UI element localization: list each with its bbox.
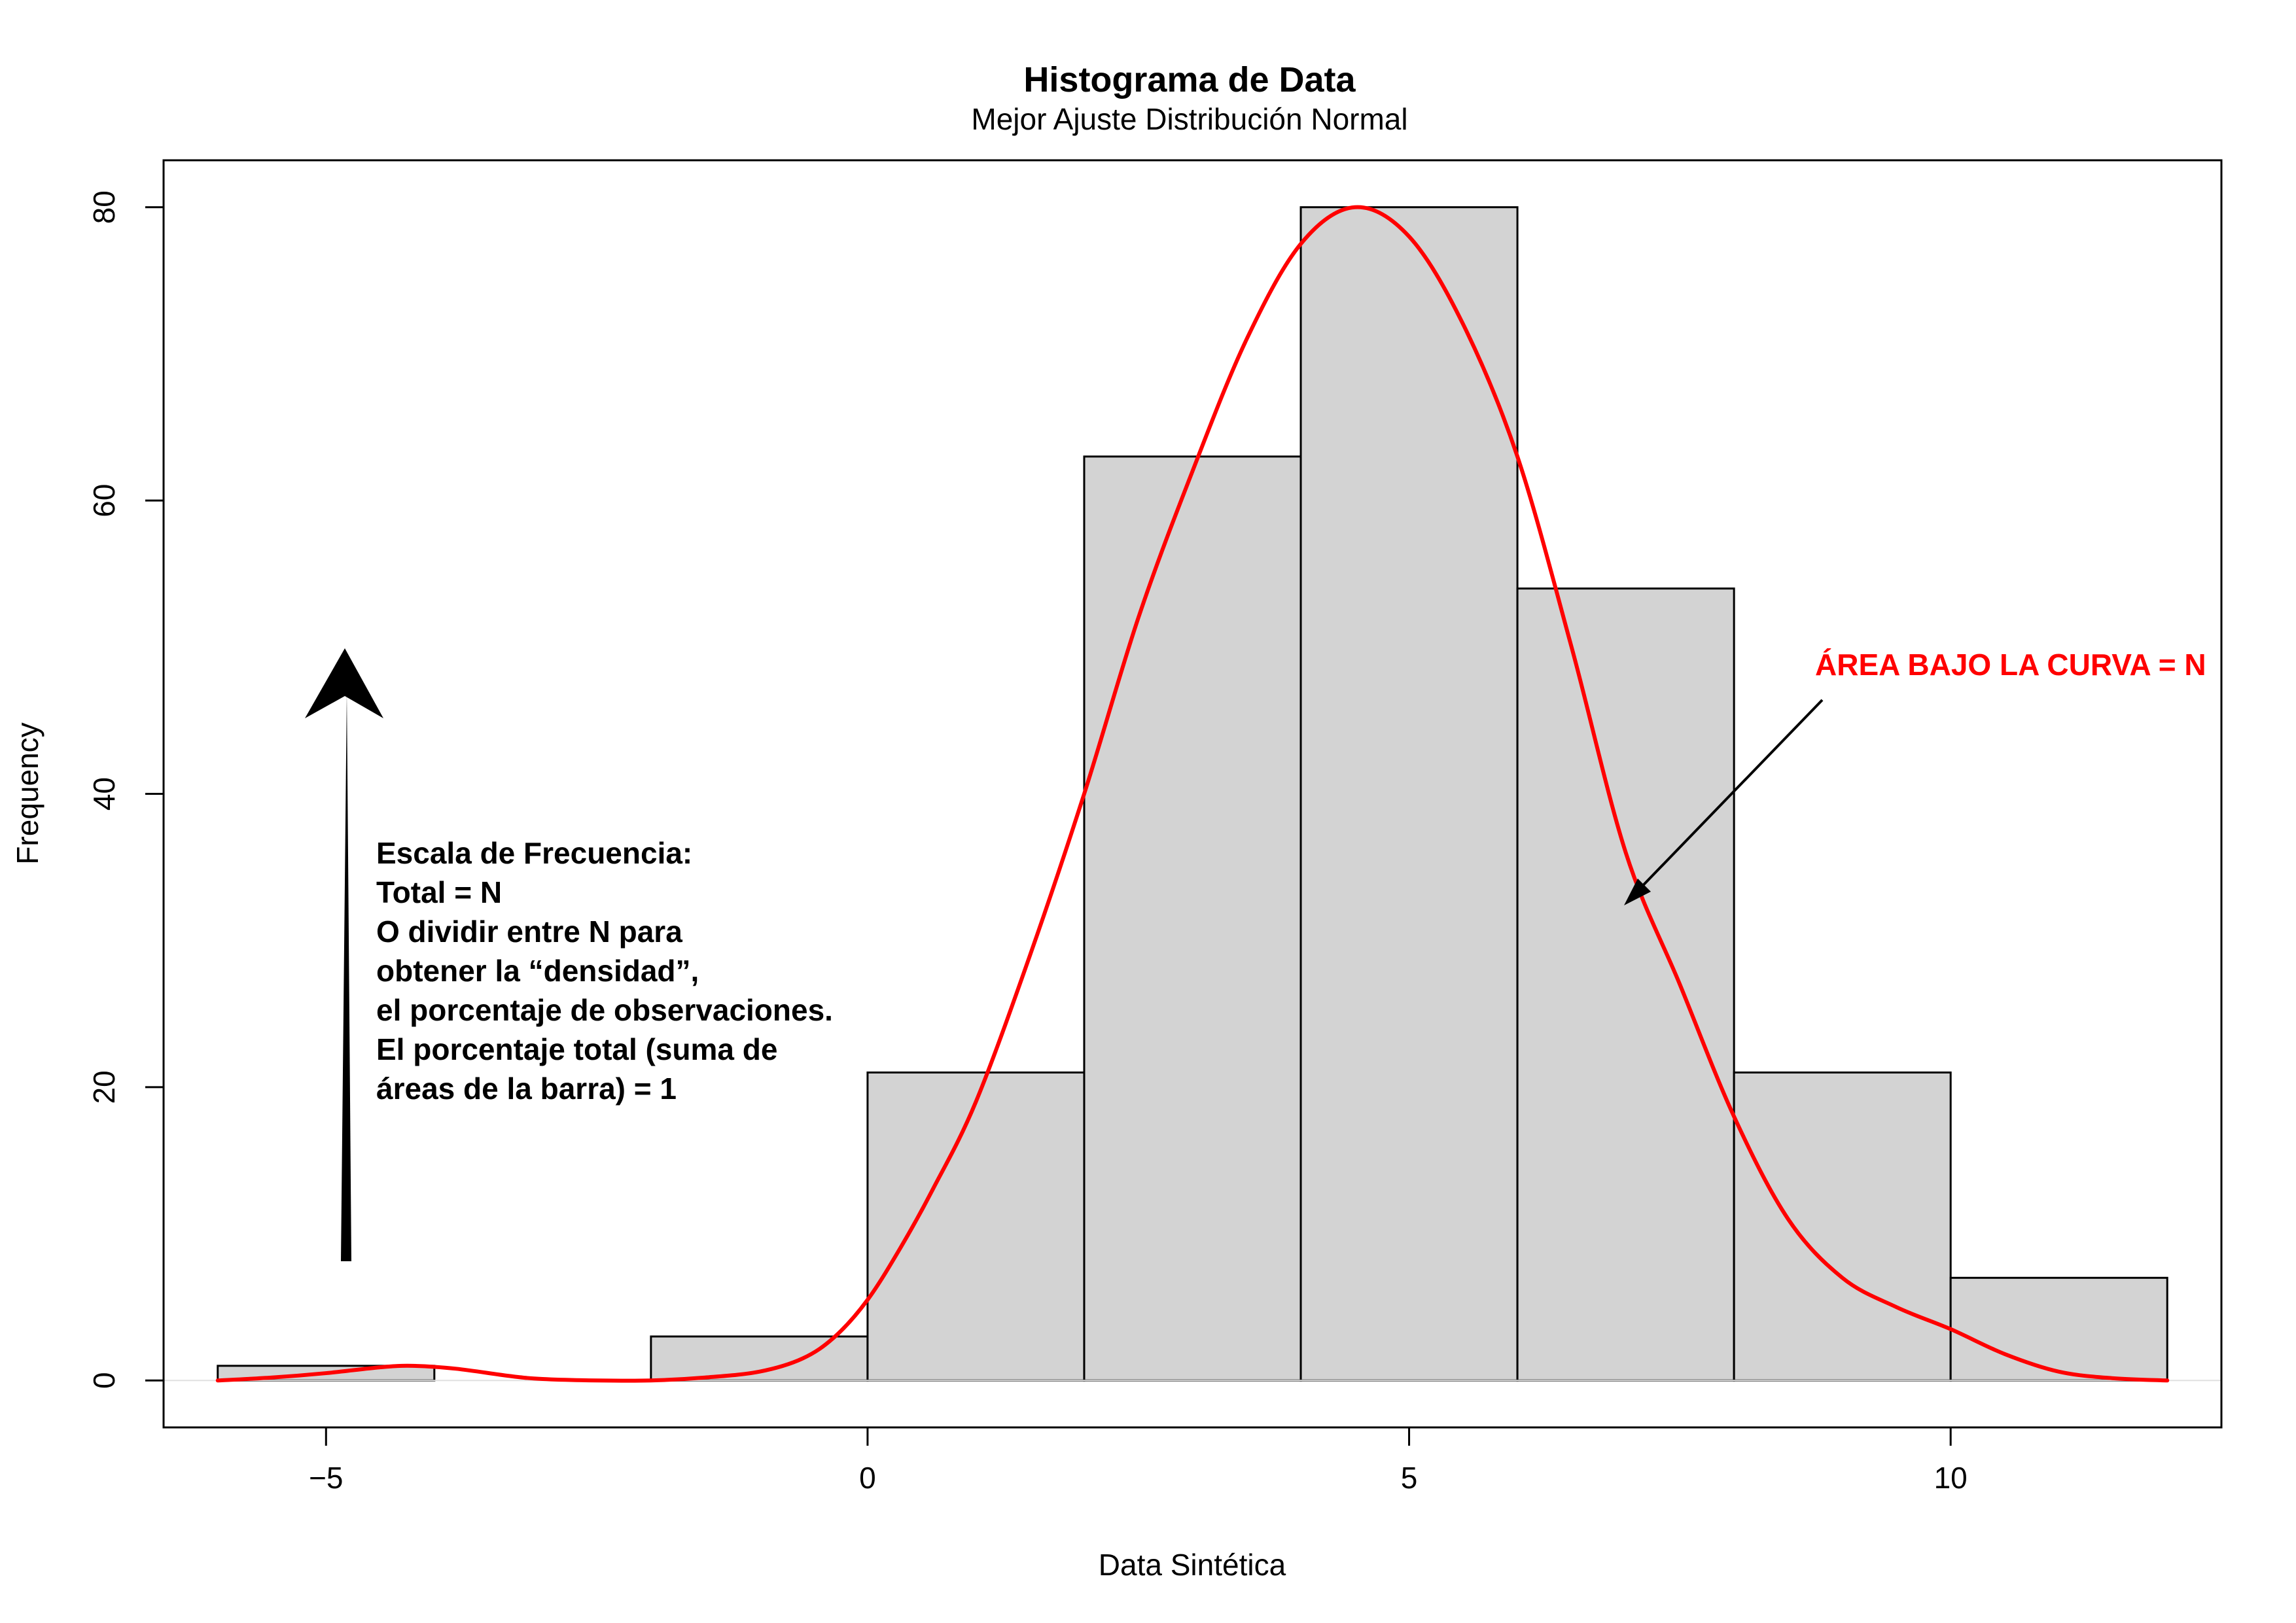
frequency-note-line-2: O dividir entre N para — [376, 915, 682, 949]
histogram-bar-7 — [1733, 1071, 1952, 1382]
density-curve — [215, 205, 2170, 1383]
curve-group — [215, 205, 2170, 1383]
y-axis: 0 20 40 60 80 — [87, 190, 164, 1389]
frequency-scale-note: Escala de Frecuencia: Total = N O dividir … — [376, 836, 833, 1106]
arrow-up-icon — [305, 648, 383, 1261]
x-tick-label-2: 5 — [1401, 1461, 1418, 1495]
bar-group — [217, 206, 2168, 1382]
histogram-bar-8 — [1949, 1276, 2168, 1382]
y-tick-label-3: 60 — [87, 484, 121, 517]
x-tick-label-0: −5 — [309, 1461, 343, 1495]
y-tick-label-2: 40 — [87, 777, 121, 811]
y-tick-label-0: 0 — [87, 1372, 121, 1389]
chart-title: Histograma de Data — [1023, 60, 1356, 99]
histogram-bar-2 — [650, 1335, 869, 1382]
area-under-curve-note: ÁREA BAJO LA CURVA = N — [1815, 648, 2206, 682]
x-axis-label: Data Sintética — [1099, 1548, 1286, 1582]
histogram-bar-3 — [866, 1071, 1086, 1382]
histogram-bar-4 — [1083, 455, 1302, 1382]
frequency-note-line-6: áreas de la barra) = 1 — [376, 1072, 677, 1106]
frequency-note-line-5: El porcentaje total (suma de — [376, 1032, 777, 1066]
frequency-note-line-4: el porcentaje de observaciones. — [376, 993, 833, 1027]
x-tick-label-1: 0 — [859, 1461, 876, 1495]
histogram-bar-5 — [1299, 206, 1519, 1382]
arrow-pointer-icon — [1624, 699, 1824, 905]
y-tick-label-4: 80 — [87, 190, 121, 224]
x-tick-label-3: 10 — [1934, 1461, 1968, 1495]
y-axis-label: Frequency — [10, 722, 44, 864]
x-axis: −5 0 5 10 — [309, 1427, 1968, 1495]
frequency-note-line-3: obtener la “densidad”, — [376, 954, 699, 988]
chart-subtitle: Mejor Ajuste Distribución Normal — [971, 102, 1407, 136]
y-tick-label-1: 20 — [87, 1070, 121, 1104]
frequency-note-line-1: Total = N — [376, 875, 502, 909]
histogram-bar-6 — [1516, 587, 1735, 1382]
frequency-note-line-0: Escala de Frecuencia: — [376, 836, 692, 870]
